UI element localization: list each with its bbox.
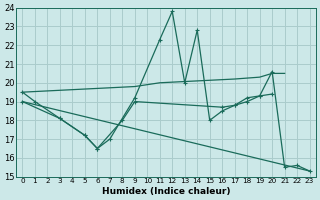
X-axis label: Humidex (Indice chaleur): Humidex (Indice chaleur) — [102, 187, 230, 196]
